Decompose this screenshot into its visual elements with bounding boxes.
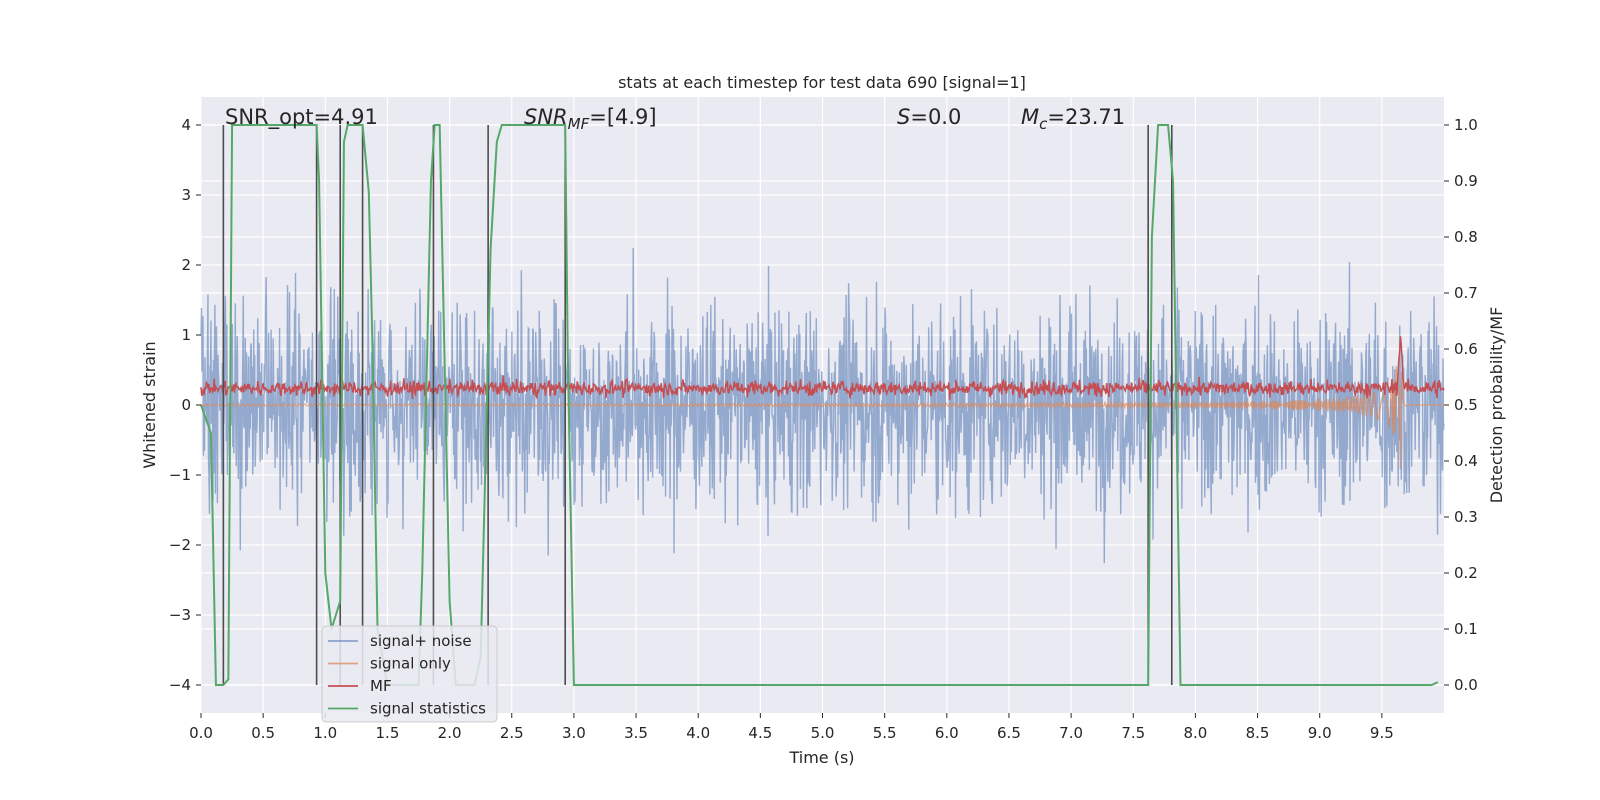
s-value: =0.0 xyxy=(910,105,961,129)
y-tick-label-left: 2 xyxy=(181,256,191,274)
y-tick-label-left: −1 xyxy=(169,466,191,484)
legend-label: signal+ noise xyxy=(370,632,472,650)
y-tick-label-right: 0.1 xyxy=(1454,620,1478,638)
y-axis-label-right: Detection probability/MF xyxy=(1487,307,1506,504)
series-mf-line xyxy=(200,336,1445,400)
mc-label: M xyxy=(1021,105,1039,129)
y-tick-label-right: 0.2 xyxy=(1454,564,1478,582)
x-tick-label: 6.0 xyxy=(935,724,959,742)
x-tick-label: 5.5 xyxy=(873,724,897,742)
annotation-s: S=0.0 xyxy=(897,105,961,129)
annotation-snr-opt: SNR_opt=4.91 xyxy=(225,105,378,130)
legend-label: signal only xyxy=(370,655,451,673)
x-tick-label: 1.5 xyxy=(376,724,400,742)
y-tick-label-right: 0.4 xyxy=(1454,452,1478,470)
x-tick-label: 5.0 xyxy=(811,724,835,742)
snr-mf-subscript: MF xyxy=(568,115,590,133)
y-tick-label-right: 0.3 xyxy=(1454,508,1478,526)
y-axis-label-left: Whitened strain xyxy=(140,341,159,468)
x-tick-label: 9.0 xyxy=(1308,724,1332,742)
y-tick-label-left: 1 xyxy=(181,326,191,344)
x-tick-label: 2.0 xyxy=(438,724,462,742)
x-tick-label: 6.5 xyxy=(997,724,1021,742)
legend: signal+ noise signal only MF signal statist… xyxy=(321,625,498,723)
y-tick-label-right: 1.0 xyxy=(1454,116,1478,134)
y-tick-label-left: −3 xyxy=(169,606,191,624)
x-tick-label: 8.5 xyxy=(1246,724,1270,742)
annotation-snr-mf: SNRMF=[4.9] xyxy=(524,105,657,133)
mc-subscript: c xyxy=(1039,115,1048,133)
x-tick-label: 2.5 xyxy=(500,724,524,742)
y-tick-label-left: 3 xyxy=(181,186,191,204)
mc-value: =23.71 xyxy=(1047,105,1125,129)
y-tick-label-left: 0 xyxy=(181,396,191,414)
y-tick-label-right: 0.8 xyxy=(1454,228,1478,246)
x-axis-label: Time (s) xyxy=(788,748,854,767)
x-tick-label: 4.5 xyxy=(748,724,772,742)
y-tick-label-right: 0.7 xyxy=(1454,284,1478,302)
series-signal-plus-noise-line xyxy=(200,247,1445,564)
series-signal-only-line xyxy=(200,366,1444,470)
snr-mf-value: =[4.9] xyxy=(589,105,656,129)
legend-label: signal statistics xyxy=(370,700,486,718)
axes: 0.0 0.5 1.0 1.5 2.0 2.5 3.0 3.5 4.0 4.5 5.0 5.5 6.0 6… xyxy=(169,116,1478,742)
y-tick-label-right: 0.9 xyxy=(1454,172,1478,190)
x-tick-label: 1.0 xyxy=(313,724,337,742)
x-tick-label: 0.0 xyxy=(189,724,213,742)
x-tick-label: 3.0 xyxy=(562,724,586,742)
y-tick-label-left: −2 xyxy=(169,536,191,554)
legend-label: MF xyxy=(370,677,392,695)
x-tick-label: 8.0 xyxy=(1183,724,1207,742)
x-tick-label: 3.5 xyxy=(624,724,648,742)
annotation-mc: Mc=23.71 xyxy=(1021,105,1125,133)
y-tick-label-left: 4 xyxy=(181,116,191,134)
s-label: S xyxy=(897,105,910,129)
y-tick-label-right: 0.6 xyxy=(1454,340,1478,358)
y-tick-label-right: 0.0 xyxy=(1454,676,1478,694)
chart-title: stats at each timestep for test data 690… xyxy=(618,73,1026,92)
y-tick-label-left: −4 xyxy=(169,676,191,694)
y-tick-label-right: 0.5 xyxy=(1454,396,1478,414)
x-tick-label: 7.0 xyxy=(1059,724,1083,742)
x-tick-label: 9.5 xyxy=(1370,724,1394,742)
x-tick-label: 4.0 xyxy=(686,724,710,742)
x-tick-label: 7.5 xyxy=(1121,724,1145,742)
snr-mf-label: SNR xyxy=(524,105,568,129)
x-tick-label: 0.5 xyxy=(251,724,275,742)
legend-box xyxy=(321,625,498,723)
